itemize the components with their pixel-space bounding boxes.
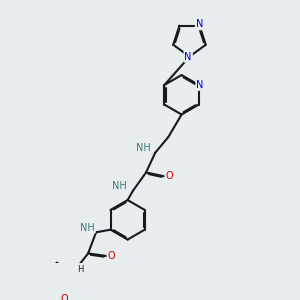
Text: H: H — [77, 265, 83, 274]
Text: O: O — [107, 251, 115, 261]
Text: NH: NH — [112, 181, 127, 191]
Text: N: N — [196, 19, 203, 29]
Text: O: O — [61, 294, 68, 300]
Text: N: N — [196, 80, 204, 90]
Text: NH: NH — [80, 223, 95, 232]
Text: O: O — [165, 171, 173, 182]
Text: N: N — [184, 52, 192, 61]
Text: NH: NH — [136, 143, 151, 153]
